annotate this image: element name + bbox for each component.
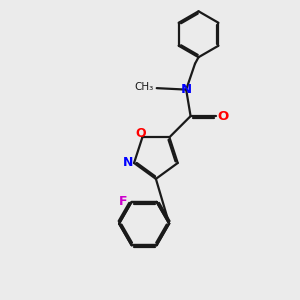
Text: N: N [122,157,133,169]
Text: N: N [181,83,192,96]
Text: F: F [119,195,128,208]
Text: O: O [136,127,146,140]
Text: CH₃: CH₃ [134,82,153,92]
Text: O: O [218,110,229,123]
